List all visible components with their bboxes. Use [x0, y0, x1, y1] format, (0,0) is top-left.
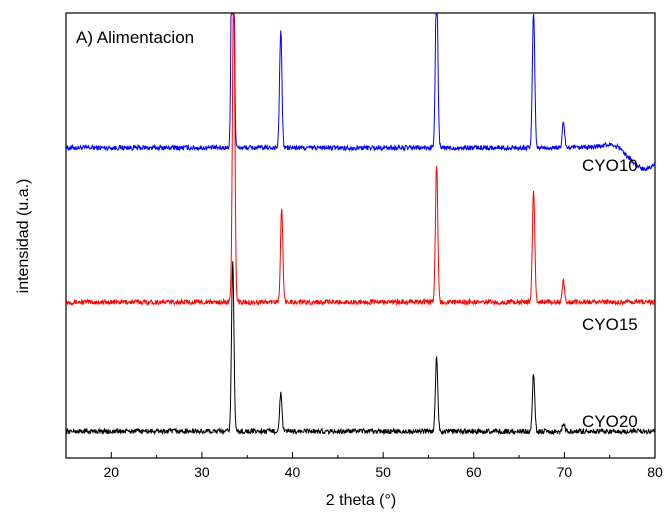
series-line-cyo10	[65, 13, 656, 172]
x-tick-label: 70	[557, 464, 573, 480]
series-label-cyo20: CYO20	[582, 412, 638, 431]
x-axis-title: 2 theta (°)	[326, 492, 396, 509]
x-tick-label: 60	[466, 464, 482, 480]
x-tick-label: 50	[375, 464, 391, 480]
series-lines	[65, 13, 656, 436]
series-label-cyo10: CYO10	[582, 156, 638, 175]
x-tick-label: 40	[285, 464, 301, 480]
plot-frame	[65, 12, 656, 459]
y-axis-title: intensidad (u.a.)	[15, 179, 32, 294]
series-label-cyo15: CYO15	[582, 315, 638, 334]
x-axis-ticks: 20 30 40 50 60 70 80	[65, 452, 663, 480]
x-tick-label: 20	[104, 464, 120, 480]
x-tick-label: 80	[647, 464, 663, 480]
series-labels: CYO10 CYO15 CYO20	[582, 156, 638, 431]
x-tick-label: 30	[194, 464, 210, 480]
series-line-cyo20	[65, 261, 656, 436]
panel-title: A) Alimentacion	[76, 28, 194, 47]
series-line-cyo15	[65, 13, 656, 307]
